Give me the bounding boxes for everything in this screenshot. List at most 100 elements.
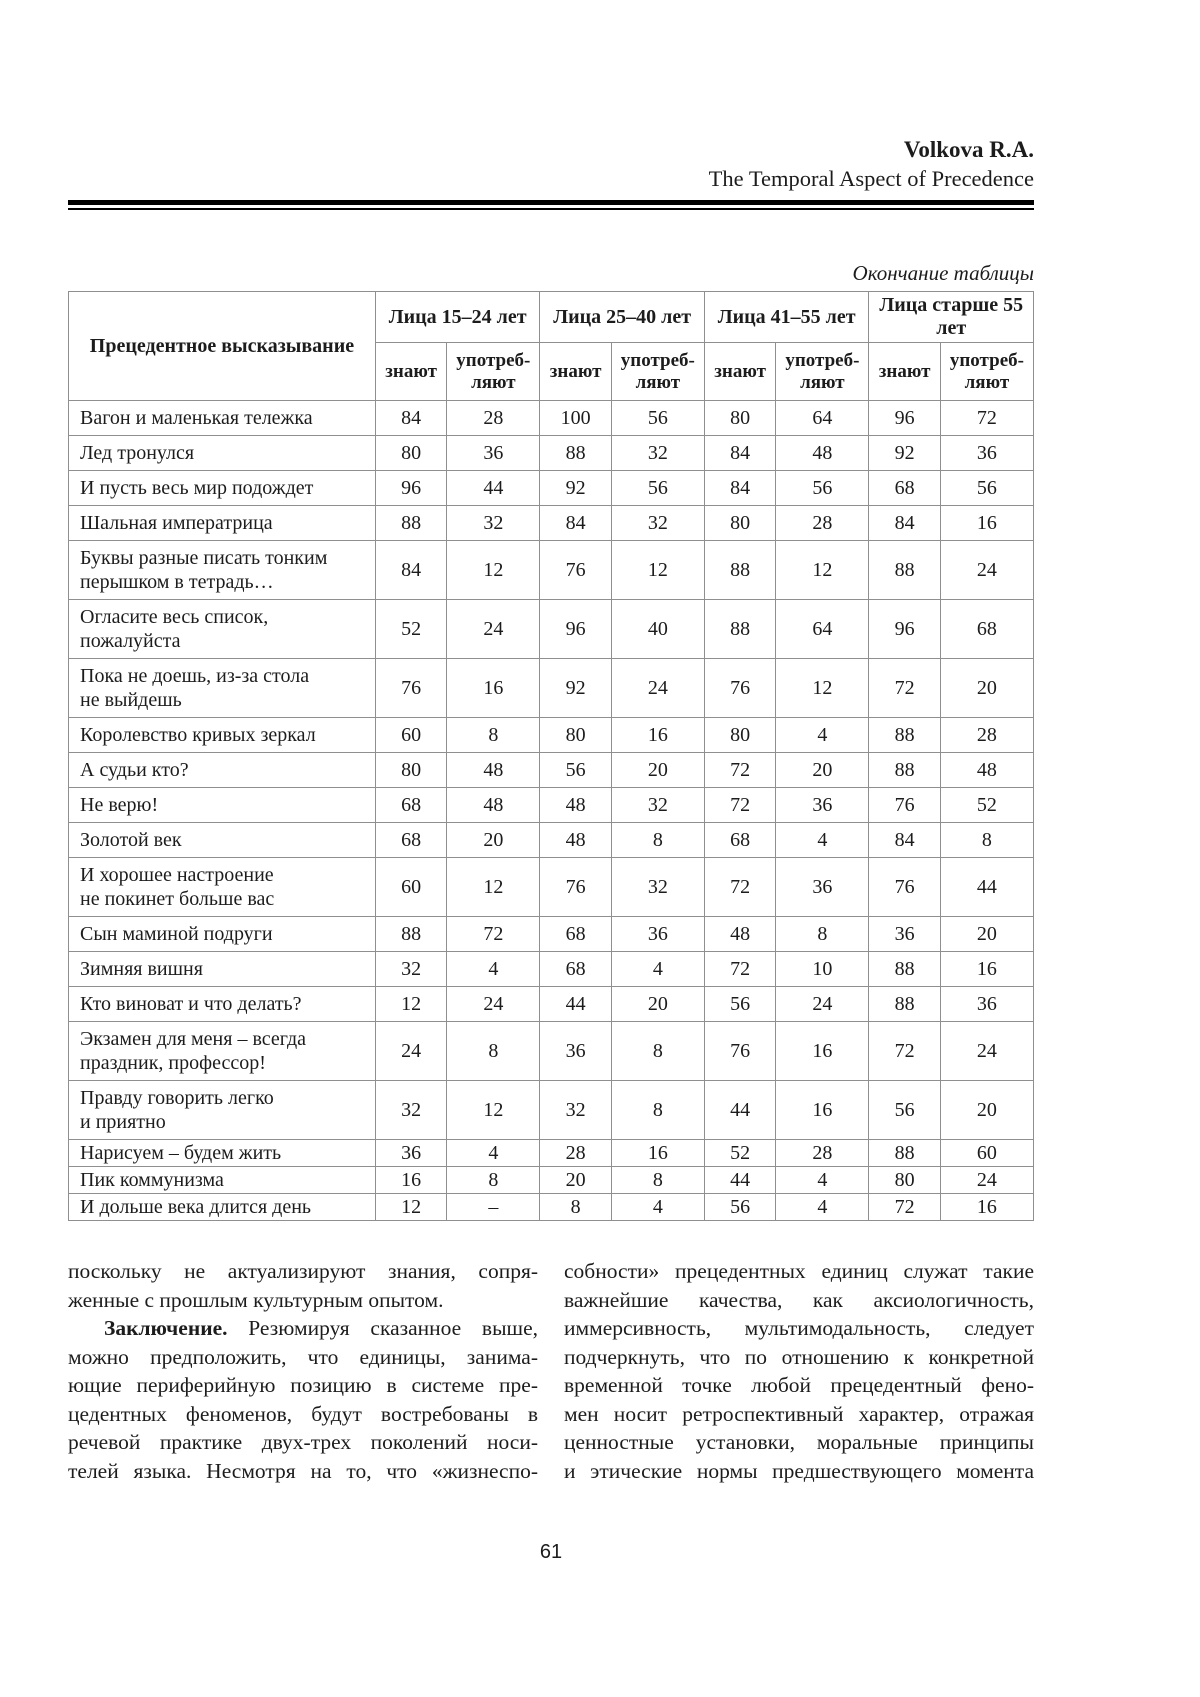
- value-cell: 80: [703, 400, 777, 436]
- value-cell: 16: [939, 951, 1035, 987]
- value-cell: 56: [703, 1193, 777, 1221]
- phrase-cell: Шальная императрица: [68, 505, 376, 541]
- value-cell: 84: [868, 505, 941, 541]
- value-cell: 72: [703, 752, 777, 788]
- value-cell: 16: [939, 505, 1035, 541]
- value-cell: 96: [539, 599, 612, 659]
- value-cell: 72: [939, 400, 1035, 436]
- body-text-line: собности» прецедентных единиц служат так…: [564, 1259, 1034, 1283]
- page-header: Volkova R.A. The Temporal Aspect of Prec…: [68, 136, 1034, 210]
- value-cell: 84: [868, 822, 941, 858]
- value-cell: 28: [775, 505, 870, 541]
- value-cell: 24: [446, 986, 541, 1022]
- subheader-use: употреб- ляют: [610, 342, 705, 401]
- value-cell: 10: [775, 951, 870, 987]
- value-cell: 16: [374, 1166, 448, 1194]
- rule-thin-line: [68, 208, 1034, 210]
- value-cell: 8: [539, 1193, 612, 1221]
- value-cell: 96: [868, 599, 941, 659]
- value-cell: 24: [775, 986, 870, 1022]
- value-cell: 32: [446, 505, 541, 541]
- value-cell: 68: [539, 916, 612, 952]
- phrase-cell: Лед тронулся: [68, 435, 376, 471]
- value-cell: 44: [539, 986, 612, 1022]
- value-cell: 76: [374, 658, 448, 718]
- table-row: Вагон и маленькая тележка 84 28 100 56 80 64 96…: [68, 400, 1035, 436]
- body-text-line: иммерсивность, мультимодальность, следуе…: [564, 1316, 1034, 1340]
- value-cell: 12: [610, 540, 705, 600]
- value-cell: 32: [610, 435, 705, 471]
- value-cell: 60: [939, 1139, 1035, 1167]
- value-cell: 32: [539, 1080, 612, 1140]
- value-cell: 12: [374, 986, 448, 1022]
- value-cell: 64: [775, 400, 870, 436]
- value-cell: 88: [868, 986, 941, 1022]
- value-cell: 48: [703, 916, 777, 952]
- page-content: Volkova R.A. The Temporal Aspect of Prec…: [68, 0, 1035, 1564]
- table-body: Вагон и маленькая тележка 84 28 100 56 80 64 96…: [68, 400, 1035, 1221]
- column-header-phrase: Прецедентное высказывание: [68, 291, 376, 401]
- value-cell: 76: [539, 857, 612, 917]
- value-cell: 56: [539, 752, 612, 788]
- value-cell: 20: [539, 1166, 612, 1194]
- value-cell: 56: [775, 470, 870, 506]
- table-row: И пусть весь мир подождет 96 44 92 56 84 56 68 5…: [68, 470, 1035, 506]
- value-cell: 16: [939, 1193, 1035, 1221]
- value-cell: 72: [703, 951, 777, 987]
- value-cell: 80: [374, 435, 448, 471]
- value-cell: 24: [939, 1021, 1035, 1081]
- value-cell: 92: [539, 658, 612, 718]
- subheader-know: знают: [374, 342, 448, 401]
- value-cell: 84: [703, 435, 777, 471]
- value-cell: 8: [610, 1021, 705, 1081]
- body-text-line: временной точке любой прецедентный фено-: [564, 1373, 1034, 1397]
- value-cell: 24: [446, 599, 541, 659]
- value-cell: 96: [868, 400, 941, 436]
- precedent-phrases-table: Прецедентное высказывание Лица 15–24 лет…: [68, 291, 1035, 1221]
- subheader-know: знают: [868, 342, 941, 401]
- group-header-15-24: Лица 15–24 лет: [374, 291, 541, 343]
- table-row: Правду говорить легко и приятно 32 12 32 8 44…: [68, 1080, 1035, 1140]
- value-cell: 88: [374, 916, 448, 952]
- table-row: Лед тронулся 80 36 88 32 84 48 92 36: [68, 435, 1035, 471]
- value-cell: 48: [446, 787, 541, 823]
- value-cell: 8: [446, 717, 541, 753]
- group-header-row: Прецедентное высказывание Лица 15–24 лет…: [68, 291, 1034, 401]
- value-cell: 8: [939, 822, 1035, 858]
- value-cell: 88: [868, 951, 941, 987]
- table-row: Буквы разные писать тонким перышком в те…: [68, 540, 1035, 600]
- value-cell: 20: [939, 658, 1035, 718]
- value-cell: 76: [868, 787, 941, 823]
- value-cell: 32: [610, 505, 705, 541]
- subheader-know: знают: [539, 342, 612, 401]
- value-cell: 32: [374, 1080, 448, 1140]
- value-cell: 28: [446, 400, 541, 436]
- value-cell: 80: [703, 717, 777, 753]
- value-cell: 16: [446, 658, 541, 718]
- phrase-cell: Зимняя вишня: [68, 951, 376, 987]
- value-cell: 20: [610, 986, 705, 1022]
- value-cell: 88: [703, 540, 777, 600]
- body-text-right-column: собности» прецедентных единиц служат так…: [564, 1257, 1034, 1485]
- value-cell: 16: [610, 1139, 705, 1167]
- body-text-line: и этические нормы предшествующего момент…: [564, 1458, 1034, 1483]
- page-number: 61: [539, 1541, 563, 1563]
- body-text-line: речевой практике двух-трех поколений нос…: [68, 1430, 538, 1454]
- phrase-cell: Кто виноват и что делать?: [68, 986, 376, 1022]
- value-cell: 12: [775, 658, 870, 718]
- value-cell: 56: [610, 400, 705, 436]
- value-cell: 24: [610, 658, 705, 718]
- phrase-cell: Нарисуем – будем жить: [68, 1139, 376, 1167]
- value-cell: 12: [446, 1080, 541, 1140]
- value-cell: 4: [775, 1166, 870, 1194]
- value-cell: 52: [374, 599, 448, 659]
- value-cell: 84: [539, 505, 612, 541]
- value-cell: 36: [939, 986, 1035, 1022]
- value-cell: 4: [446, 951, 541, 987]
- phrase-cell: Пик коммунизма: [68, 1166, 376, 1194]
- value-cell: 84: [703, 470, 777, 506]
- body-text-line: Заключение. Резюмируя сказанное выше,: [104, 1316, 538, 1340]
- value-cell: 8: [610, 1080, 705, 1140]
- value-cell: 20: [775, 752, 870, 788]
- header-double-rule: [68, 200, 1034, 210]
